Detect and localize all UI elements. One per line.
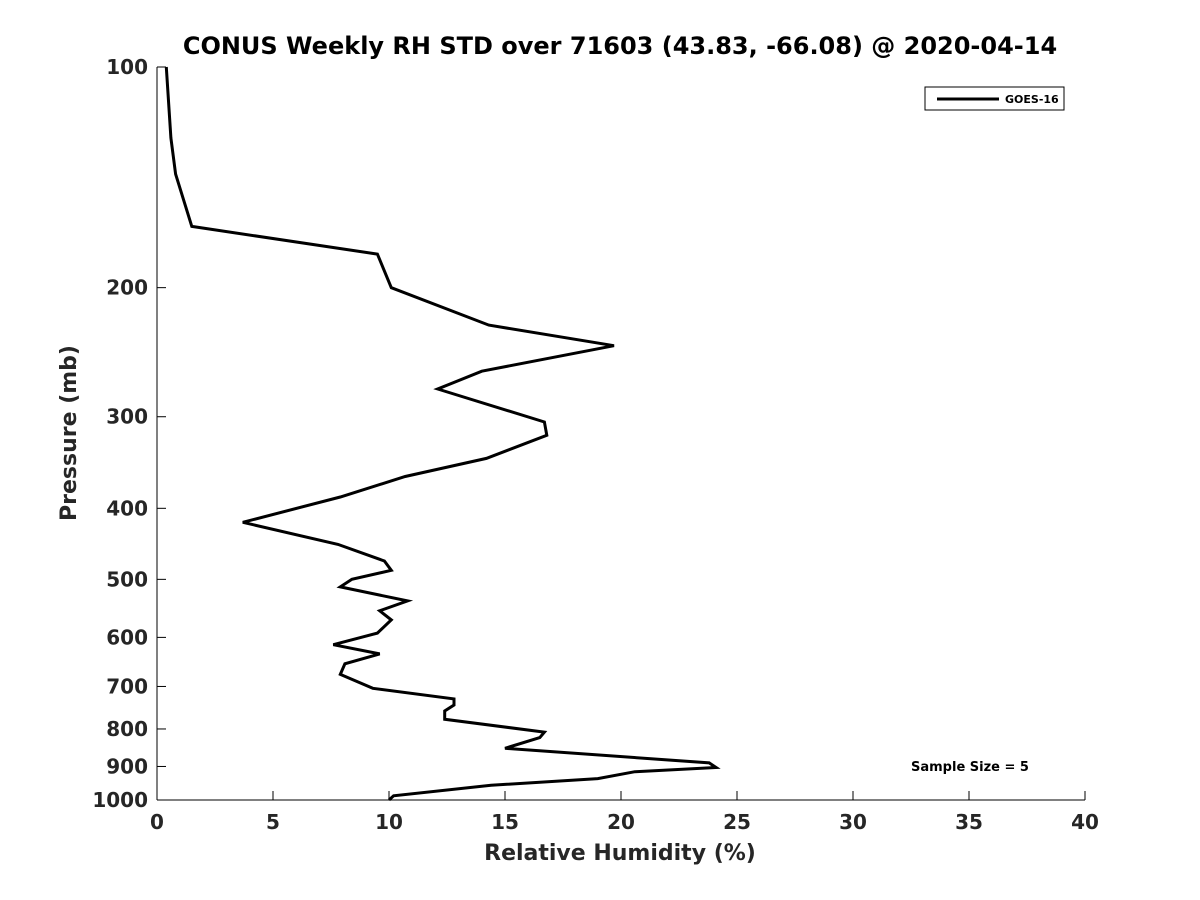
x-tick-label: 15 (491, 810, 519, 834)
y-tick-label: 500 (106, 567, 148, 591)
legend-label: GOES-16 (1005, 93, 1059, 106)
legend: GOES-16 (924, 86, 1065, 111)
chart-title: CONUS Weekly RH STD over 71603 (43.83, -… (183, 32, 1057, 60)
x-axis-title: Relative Humidity (%) (484, 841, 756, 866)
x-tick-label: 40 (1071, 810, 1099, 834)
axes-frame (156, 67, 1085, 801)
series-line-goes-16 (164, 66, 721, 802)
y-tick-label: 200 (106, 276, 148, 300)
y-tick-label: 100 (106, 55, 148, 79)
x-tick-label: 20 (607, 810, 635, 834)
y-tick-label: 300 (106, 405, 148, 429)
x-tick-label: 25 (723, 810, 751, 834)
y-tick-label: 900 (106, 754, 148, 778)
y-axis-ticks: 100 200 300 400 500 600 700 800 900 1000 (92, 55, 166, 812)
y-tick-label: 700 (106, 674, 148, 698)
y-tick-label: 1000 (92, 788, 148, 812)
x-axis-ticks: 0 5 10 15 20 25 30 35 40 (150, 791, 1099, 834)
y-tick-label: 400 (106, 496, 148, 520)
x-tick-label: 10 (375, 810, 403, 834)
x-tick-label: 35 (955, 810, 983, 834)
y-axis-title: Pressure (mb) (57, 345, 82, 521)
x-tick-label: 5 (266, 810, 280, 834)
x-tick-label: 0 (150, 810, 164, 834)
series-layer (164, 66, 721, 802)
sample-size-annotation: Sample Size = 5 (911, 760, 1029, 775)
y-tick-label: 800 (106, 717, 148, 741)
y-tick-label: 600 (106, 625, 148, 649)
x-tick-label: 30 (839, 810, 867, 834)
